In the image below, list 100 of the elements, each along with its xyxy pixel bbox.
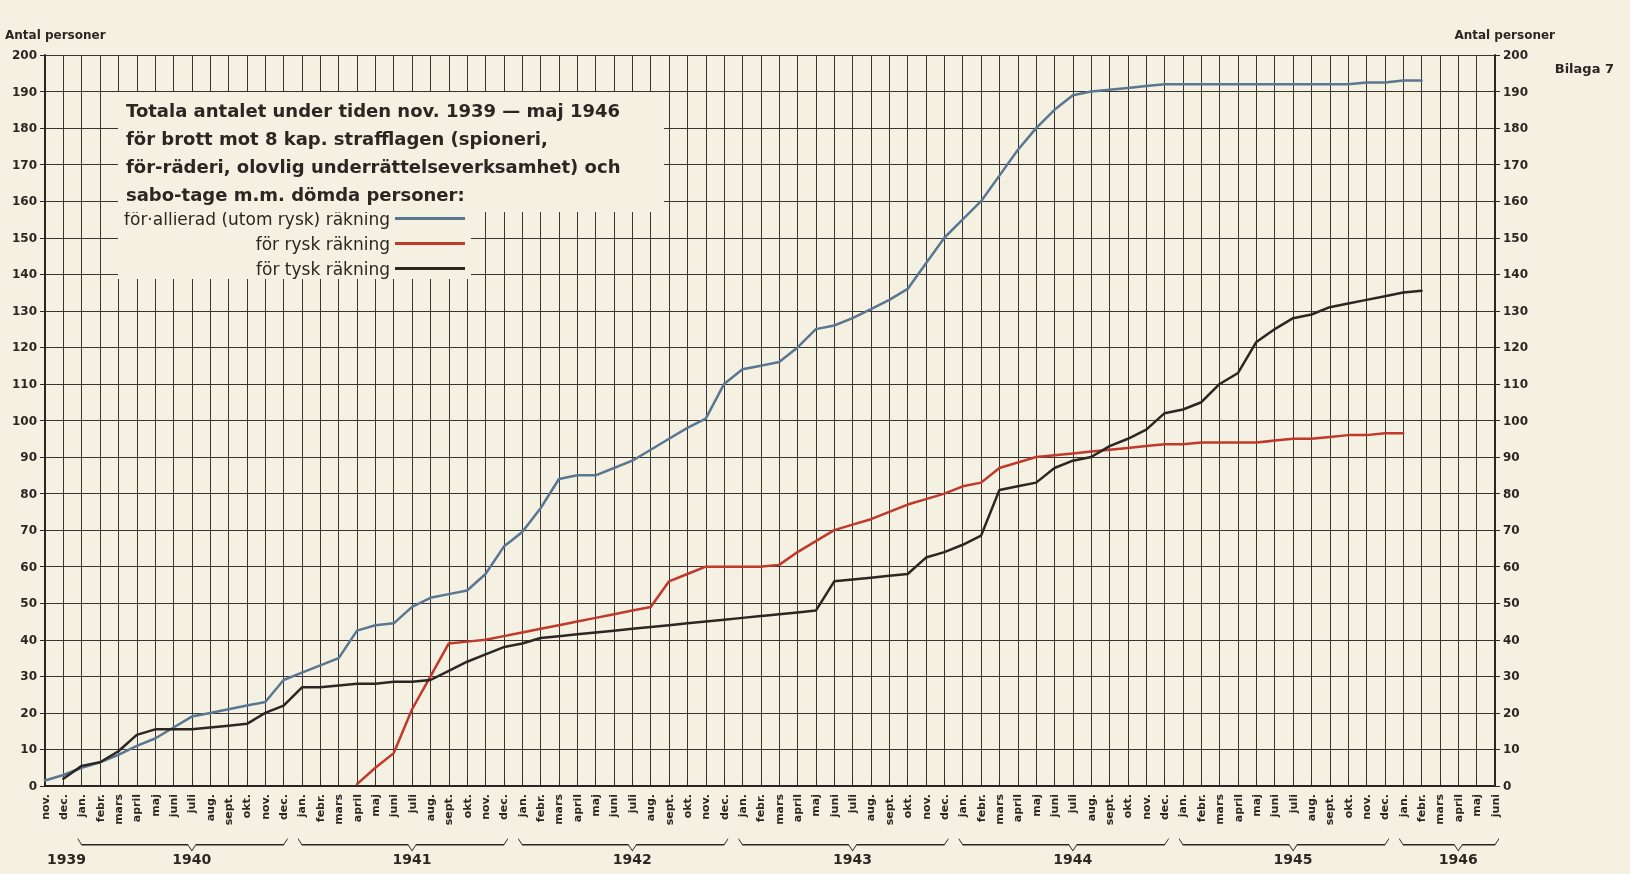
x-tick-label: febr. [1194,794,1208,823]
x-tick-label: febr. [313,794,327,823]
x-tick-label: april [570,794,584,823]
x-tick-label: febr. [754,794,768,823]
y2-tick-label: 180 [1503,121,1529,136]
y2-tick-label: 90 [1503,450,1520,465]
x-tick-label: dec. [1158,794,1172,821]
x-tick-label: okt. [240,794,254,819]
y2-tick-label: 200 [1503,48,1529,62]
text: 1942 [612,851,652,867]
x-tick-label: dec. [937,794,951,821]
y-tick-label: 100 [11,413,37,428]
x-tick-label: juni [607,794,621,819]
y-tick-label: 70 [20,523,37,538]
y2-tick-label: 140 [1503,267,1529,282]
x-tick-label: sept. [882,794,896,826]
y-tick-label: 110 [11,376,37,391]
x-tick-label: april [791,794,805,823]
y2-tick-label: 80 [1503,486,1520,501]
x-tick-label: sept. [222,794,236,826]
y2-tick-label: 70 [1503,523,1520,538]
x-tick-label: jan. [956,794,970,819]
x-tick-label: juni [166,794,180,819]
x-tick-label: aug. [423,794,437,822]
y2-tick-label: 170 [1503,157,1529,172]
x-tick-label: sept. [442,794,456,826]
x-tick-label: mars [552,793,566,825]
x-tick-label: maj [1249,794,1263,817]
x-tick-label: jan. [515,794,529,819]
x-tick-label: nov. [258,794,272,820]
y-tick-label: 170 [11,157,37,172]
y2-axis-title: Antal personer [1454,28,1556,42]
x-tick-label: nov. [38,794,52,820]
x-tick-label: febr. [93,794,107,823]
x-tick-label: maj [1029,794,1043,817]
text: 1939 [47,851,86,867]
legend-label: för tysk räkning [256,258,390,279]
x-tick-label: okt. [901,794,915,819]
x-tick-label: juli [846,794,860,815]
y2-tick-label: 30 [1503,669,1520,684]
y-tick-label: 60 [20,559,37,574]
x-tick-label: dec. [56,794,70,821]
x-tick-label: okt. [1121,794,1135,819]
y-tick-label: 90 [20,450,37,465]
x-tick-label: mars [1433,793,1447,825]
x-tick-label: sept. [1323,794,1337,826]
x-tick-label: maj [368,794,382,817]
x-tick-label: mars [111,793,125,825]
y2-tick-label: 100 [1503,413,1529,428]
x-tick-label: juli [1286,794,1300,815]
y2-tick-label: 10 [1503,742,1520,757]
x-tick-label: jan. [75,794,89,819]
x-tick-label: juli [1066,794,1080,815]
x-tick-label: juni [827,794,841,819]
y-tick-label: 130 [11,303,37,318]
y2-tick-label: 190 [1503,84,1529,99]
x-tick-label: april [350,794,364,823]
text: Bilaga 7 [1554,61,1615,76]
x-tick-label: maj [589,794,603,817]
y2-tick-label: 110 [1503,376,1529,391]
x-tick-label: aug. [864,794,878,822]
text: 1946 [1438,851,1478,867]
x-tick-label: maj [1470,794,1484,817]
x-tick-label: febr. [1415,794,1429,823]
x-tick-label: aug. [1084,794,1098,822]
y-tick-label: 200 [11,48,37,62]
x-tick-label: dec. [717,794,731,821]
x-tick-label: juli [625,794,639,815]
x-tick-label: febr. [974,794,988,823]
x-tick-label: nov. [1139,794,1153,820]
x-tick-label: jan. [295,794,309,819]
y-tick-label: 40 [20,632,37,647]
x-tick-label: maj [148,794,162,817]
x-tick-label: aug. [644,794,658,822]
x-tick-label: april [130,794,144,823]
y2-tick-label: 40 [1503,632,1520,647]
y-tick-label: 160 [11,194,37,209]
x-tick-label: juni [1488,794,1502,819]
text: Totala antalet under tiden nov. 1939 — maj 1946 för brott mot 8 kap. strafflagen (spioneri, för-räderi, olovlig underrättelseverksamhet) och sabo-tage m.m. dömda personer: [126,99,627,205]
x-tick-label: aug. [1304,794,1318,822]
y-tick-label: 190 [11,84,37,99]
y-tick-label: 0 [28,779,37,793]
y-tick-label: 120 [11,340,37,355]
line-series [355,432,1405,786]
x-tick-label: okt. [460,794,474,819]
y-tick-label: 10 [20,742,37,757]
y2-tick-label: 0 [1503,779,1512,793]
x-tick-label: jan. [1176,794,1190,819]
y2-tick-label: 120 [1503,340,1529,355]
x-tick-label: maj [809,794,823,817]
y2-tick-label: 50 [1503,596,1520,611]
x-tick-label: jan. [735,794,749,819]
x-tick-label: juni [1047,794,1061,819]
y2-tick-label: 60 [1503,559,1520,574]
y-tick-label: 50 [20,596,37,611]
x-tick-label: nov. [919,794,933,820]
text: 1945 [1273,851,1313,867]
x-tick-label: dec. [277,794,291,821]
x-tick-label: jan. [1396,794,1410,819]
x-tick-label: april [1011,794,1025,823]
